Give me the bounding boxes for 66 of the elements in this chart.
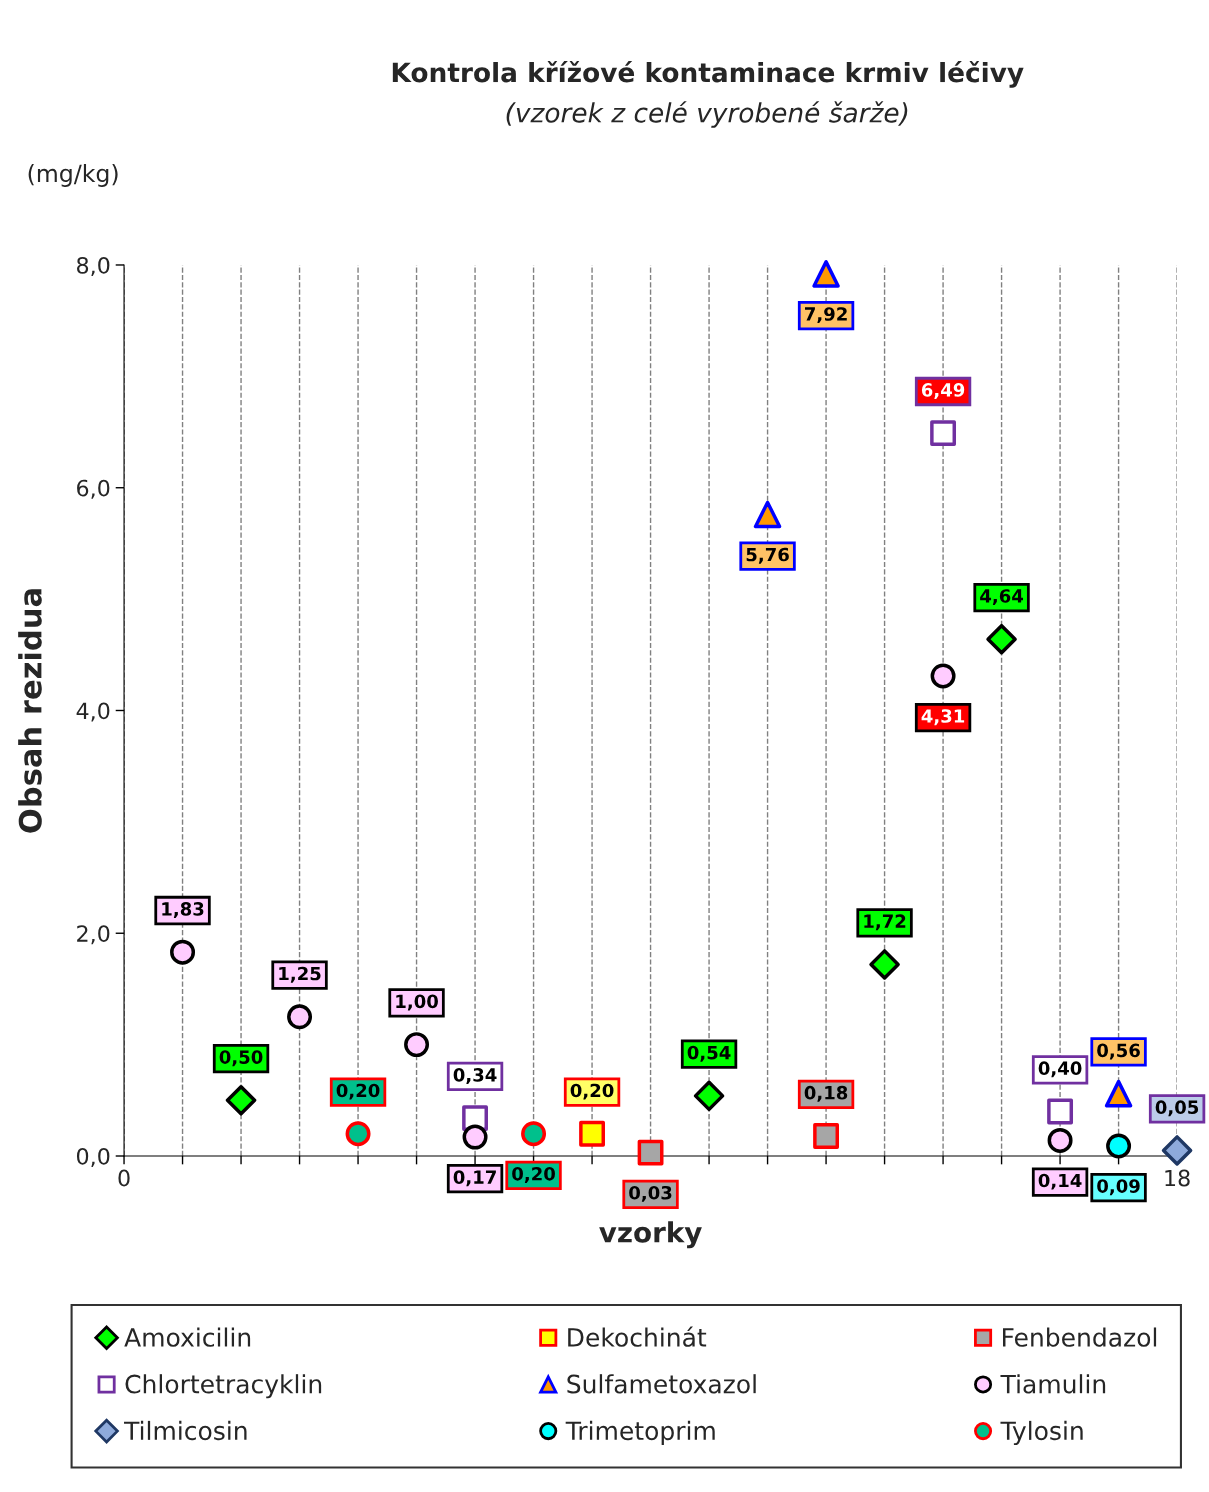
point bbox=[345, 1121, 371, 1147]
point bbox=[225, 1085, 257, 1116]
data-label: 0,56 bbox=[1097, 1043, 1140, 1060]
data-label: 0,20 bbox=[336, 1083, 380, 1100]
point bbox=[813, 1123, 840, 1149]
point bbox=[462, 1124, 488, 1150]
data-label: 0,50 bbox=[219, 1050, 263, 1067]
point bbox=[693, 1080, 725, 1112]
data-label: 0,20 bbox=[570, 1083, 614, 1100]
point bbox=[1106, 1133, 1132, 1159]
point bbox=[170, 939, 196, 965]
legend-label: Tilmicosin bbox=[124, 1420, 247, 1441]
point bbox=[812, 260, 840, 288]
data-label: 7,92 bbox=[805, 307, 847, 324]
data-label: 0,54 bbox=[687, 1045, 731, 1062]
data-label: 6,49 bbox=[921, 383, 965, 400]
point bbox=[1047, 1098, 1074, 1125]
data-label: 4,31 bbox=[921, 709, 965, 726]
point bbox=[986, 623, 1017, 655]
data-label: 4,64 bbox=[980, 589, 1024, 606]
y-tick-label: 4,0 bbox=[76, 702, 110, 722]
y-tick-label: 0,0 bbox=[76, 1147, 110, 1168]
legend-label: Fenbendazol bbox=[1003, 1327, 1157, 1347]
y-tick-label: 6,0 bbox=[77, 479, 110, 499]
legend-label: Chlortetracyklin bbox=[125, 1374, 322, 1399]
point bbox=[1161, 1135, 1193, 1166]
x-tick-label: 0 bbox=[118, 1169, 130, 1187]
chart-title: Kontrola křížové kontaminace krmiv léčivy bbox=[392, 60, 1024, 88]
data-label: 0,17 bbox=[453, 1170, 496, 1187]
data-label: 0,05 bbox=[1155, 1100, 1199, 1117]
y-tick-label: 8,0 bbox=[77, 256, 110, 277]
legend-label: Dekochinát bbox=[568, 1326, 707, 1347]
data-label: 1,00 bbox=[396, 994, 438, 1011]
data-label: 0,14 bbox=[1038, 1173, 1082, 1190]
data-label: 0,20 bbox=[512, 1166, 555, 1183]
data-label: 1,72 bbox=[864, 914, 906, 931]
data-label: 0,03 bbox=[629, 1185, 672, 1202]
point bbox=[1104, 1079, 1133, 1108]
data-label: 0,18 bbox=[804, 1085, 848, 1102]
legend-label: Tylosin bbox=[1000, 1420, 1083, 1446]
y-axis-title: Obsah rezidua bbox=[18, 589, 42, 833]
legend-label: Sulfametoxazol bbox=[567, 1374, 756, 1394]
legend-label: Tiamulin bbox=[1000, 1374, 1106, 1394]
point bbox=[404, 1032, 430, 1058]
point bbox=[637, 1139, 664, 1166]
y-tick-label: 2,0 bbox=[77, 925, 110, 945]
data-label: 1,83 bbox=[162, 902, 204, 919]
point bbox=[869, 949, 900, 980]
x-axis-title: vzorky bbox=[599, 1221, 702, 1249]
point bbox=[753, 500, 782, 529]
chart-subtitle: (vzorek z celé vyrobené šarže) bbox=[506, 101, 908, 128]
point bbox=[521, 1121, 547, 1147]
legend-label: Trimetoprim bbox=[565, 1420, 715, 1446]
legend-label: Amoxicilin bbox=[124, 1327, 251, 1347]
data-label: 1,25 bbox=[279, 966, 321, 983]
data-label: 0,40 bbox=[1038, 1061, 1082, 1078]
text: (mg/kg) bbox=[28, 164, 118, 187]
x-tick-label: 18 bbox=[1165, 1169, 1190, 1187]
data-label: 0,34 bbox=[453, 1068, 497, 1085]
point bbox=[287, 1004, 313, 1030]
point bbox=[579, 1120, 605, 1147]
data-label: 0,09 bbox=[1097, 1179, 1140, 1196]
point bbox=[1047, 1127, 1073, 1153]
data-label: 5,76 bbox=[746, 547, 789, 564]
point bbox=[930, 663, 956, 689]
point bbox=[930, 420, 957, 447]
